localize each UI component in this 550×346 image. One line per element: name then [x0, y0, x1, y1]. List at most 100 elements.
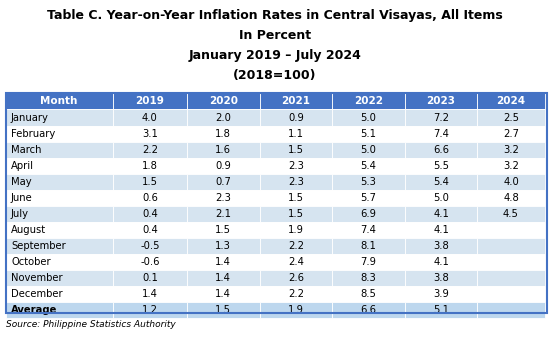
Text: Month: Month	[41, 97, 78, 107]
Text: 1.5: 1.5	[288, 145, 304, 155]
Text: November: November	[11, 273, 63, 283]
Text: 2.5: 2.5	[503, 112, 519, 122]
Text: 5.3: 5.3	[361, 177, 376, 187]
Text: 3.8: 3.8	[433, 241, 449, 251]
Text: 1.8: 1.8	[142, 161, 158, 171]
Text: 2024: 2024	[497, 97, 525, 107]
Bar	[6, 206, 113, 222]
Text: 2019: 2019	[135, 97, 164, 107]
Bar	[113, 238, 187, 254]
Bar	[477, 126, 544, 142]
Bar	[260, 142, 332, 158]
Bar	[187, 254, 260, 270]
Bar	[260, 174, 332, 190]
Bar	[6, 286, 113, 302]
Bar	[477, 286, 544, 302]
Text: 5.0: 5.0	[361, 145, 376, 155]
Bar	[113, 174, 187, 190]
Text: August: August	[11, 225, 46, 235]
Text: 2023: 2023	[427, 97, 455, 107]
Bar	[260, 254, 332, 270]
Bar	[477, 302, 544, 318]
Bar	[6, 142, 113, 158]
Bar	[405, 158, 477, 174]
Bar	[6, 302, 113, 318]
Bar	[260, 270, 332, 286]
Bar	[6, 109, 113, 126]
Bar	[332, 174, 405, 190]
Text: Source: Philippine Statistics Authority: Source: Philippine Statistics Authority	[6, 320, 175, 329]
Bar	[113, 93, 187, 109]
Text: July: July	[11, 209, 29, 219]
Text: 0.9: 0.9	[288, 112, 304, 122]
Bar	[113, 206, 187, 222]
Text: (2018=100): (2018=100)	[233, 69, 317, 82]
Text: 1.3: 1.3	[216, 241, 231, 251]
Text: 7.4: 7.4	[433, 129, 449, 139]
Bar	[113, 126, 187, 142]
Text: 3.1: 3.1	[142, 129, 158, 139]
Text: April: April	[11, 161, 34, 171]
Text: 2021: 2021	[282, 97, 310, 107]
Text: 3.2: 3.2	[503, 145, 519, 155]
Text: 1.5: 1.5	[288, 193, 304, 203]
Text: -0.6: -0.6	[140, 257, 160, 267]
Bar	[332, 222, 405, 238]
Text: In Percent: In Percent	[239, 29, 311, 43]
Bar	[332, 254, 405, 270]
Text: 7.9: 7.9	[360, 257, 377, 267]
Text: 1.4: 1.4	[216, 257, 231, 267]
Bar	[187, 126, 260, 142]
Bar	[6, 254, 113, 270]
Text: 0.1: 0.1	[142, 273, 158, 283]
Bar	[332, 93, 405, 109]
Text: 5.0: 5.0	[361, 112, 376, 122]
Text: Average: Average	[11, 305, 57, 315]
Bar	[332, 302, 405, 318]
Bar	[187, 93, 260, 109]
Bar	[477, 270, 544, 286]
Text: 3.2: 3.2	[503, 161, 519, 171]
Text: 6.6: 6.6	[360, 305, 377, 315]
Bar	[477, 190, 544, 206]
Text: 2.2: 2.2	[288, 241, 304, 251]
Text: 1.5: 1.5	[288, 209, 304, 219]
Bar	[405, 254, 477, 270]
Bar	[405, 190, 477, 206]
Text: 1.5: 1.5	[215, 305, 232, 315]
Text: 5.5: 5.5	[433, 161, 449, 171]
Bar	[113, 302, 187, 318]
Text: 5.4: 5.4	[361, 161, 376, 171]
Bar	[187, 174, 260, 190]
Text: 2.1: 2.1	[215, 209, 232, 219]
Text: 2022: 2022	[354, 97, 383, 107]
Text: October: October	[11, 257, 51, 267]
Bar	[405, 302, 477, 318]
Bar	[405, 142, 477, 158]
Text: 0.7: 0.7	[216, 177, 231, 187]
Bar	[405, 93, 477, 109]
Bar	[113, 222, 187, 238]
Text: 4.1: 4.1	[433, 225, 449, 235]
Bar	[260, 93, 332, 109]
Bar	[260, 158, 332, 174]
Text: 2.7: 2.7	[503, 129, 519, 139]
Text: 8.3: 8.3	[361, 273, 376, 283]
Text: 5.1: 5.1	[433, 305, 449, 315]
Bar	[477, 109, 544, 126]
Text: January 2019 – July 2024: January 2019 – July 2024	[189, 49, 361, 62]
Text: 3.9: 3.9	[433, 289, 449, 299]
Bar	[405, 174, 477, 190]
Bar	[332, 286, 405, 302]
Bar	[113, 158, 187, 174]
Bar	[477, 206, 544, 222]
Text: 7.4: 7.4	[361, 225, 376, 235]
Text: 1.2: 1.2	[142, 305, 158, 315]
Text: 2.6: 2.6	[288, 273, 304, 283]
Bar	[477, 254, 544, 270]
Bar	[332, 270, 405, 286]
Text: 0.6: 0.6	[142, 193, 158, 203]
Bar	[6, 270, 113, 286]
Bar	[113, 142, 187, 158]
Bar	[260, 190, 332, 206]
